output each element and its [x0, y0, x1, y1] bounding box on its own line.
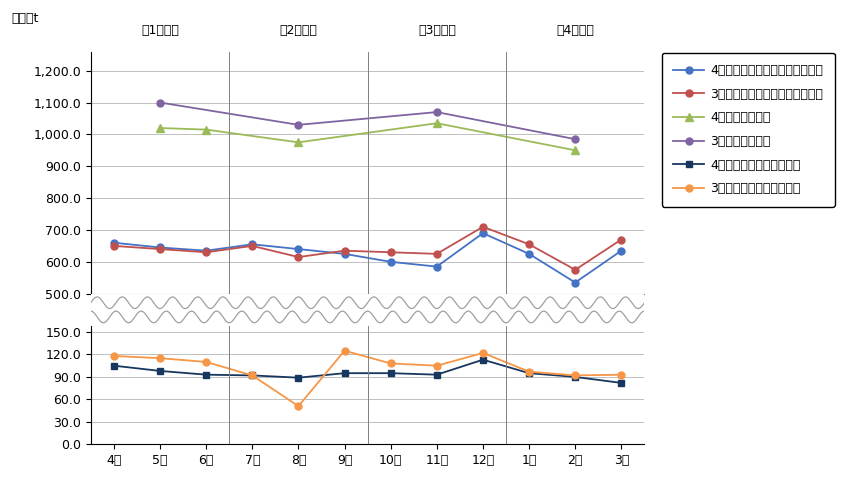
4年度　ステーション・拠点回収 — [155, 245, 165, 250]
4年度　ステーション・拠点回収 — [247, 242, 258, 247]
Line: 4年度　集団回収: 4年度 集団回収 — [156, 119, 580, 155]
4年度　集団回収 — [155, 125, 165, 131]
4年度　ステーション・拠点回収 — [339, 251, 349, 257]
3年度　ステーション・拠点回収 — [201, 249, 211, 255]
3年度　集団回収 — [432, 109, 442, 115]
3年度　ピックアップ回収 — [155, 355, 165, 361]
Line: 3年度　集団回収: 3年度 集団回収 — [157, 99, 579, 143]
3年度　集団回収 — [570, 136, 580, 142]
3年度　ピックアップ回収 — [293, 403, 304, 409]
4年度　ピックアップ回収 — [109, 363, 119, 369]
3年度　ピックアップ回収 — [386, 360, 396, 366]
4年度　ピックアップ回収 — [247, 373, 258, 379]
3年度　ピックアップ回収 — [477, 350, 488, 356]
4年度　ピックアップ回収 — [616, 380, 626, 386]
Line: 3年度　ステーション・拠点回収: 3年度 ステーション・拠点回収 — [111, 223, 625, 273]
Text: ㅔ1四半期: ㅔ1四半期 — [141, 24, 179, 37]
4年度　ピックアップ回収 — [477, 357, 488, 363]
4年度　ピックアップ回収 — [570, 374, 580, 380]
Text: ㅔ2四半期: ㅔ2四半期 — [279, 24, 317, 37]
4年度　ステーション・拠点回収 — [109, 240, 119, 246]
Line: 4年度　ピックアップ回収: 4年度 ピックアップ回収 — [111, 356, 625, 386]
3年度　集団回収 — [293, 122, 304, 128]
3年度　ステーション・拠点回収 — [432, 251, 442, 257]
Text: ㅔ3四半期: ㅔ3四半期 — [418, 24, 456, 37]
3年度　ピックアップ回収 — [339, 348, 349, 354]
4年度　ステーション・拠点回収 — [524, 251, 535, 257]
4年度　ステーション・拠点回収 — [616, 248, 626, 254]
3年度　ステーション・拠点回収 — [616, 237, 626, 243]
4年度　集団回収 — [432, 120, 442, 126]
Line: 3年度　ピックアップ回収: 3年度 ピックアップ回収 — [111, 347, 625, 409]
Line: 4年度　ステーション・拠点回収: 4年度 ステーション・拠点回収 — [111, 230, 625, 286]
4年度　ピックアップ回収 — [293, 375, 304, 381]
4年度　ピックアップ回収 — [432, 372, 442, 378]
Text: 単位：t: 単位：t — [11, 12, 39, 25]
4年度　ステーション・拠点回収 — [293, 246, 304, 252]
3年度　ピックアップ回収 — [247, 373, 258, 379]
3年度　ステーション・拠点回収 — [155, 246, 165, 252]
4年度　ステーション・拠点回収 — [477, 230, 488, 236]
4年度　集団回収 — [201, 127, 211, 133]
3年度　ピックアップ回収 — [616, 372, 626, 378]
4年度　ステーション・拠点回収 — [201, 248, 211, 254]
3年度　ステーション・拠点回収 — [109, 243, 119, 249]
3年度　ステーション・拠点回収 — [386, 249, 396, 255]
3年度　集団回収 — [155, 100, 165, 106]
4年度　ステーション・拠点回収 — [432, 264, 442, 270]
4年度　集団回収 — [293, 139, 304, 145]
4年度　ステーション・拠点回収 — [386, 259, 396, 265]
4年度　ピックアップ回収 — [155, 368, 165, 374]
3年度　ピックアップ回収 — [570, 373, 580, 379]
4年度　ピックアップ回収 — [386, 370, 396, 376]
3年度　ステーション・拠点回収 — [570, 267, 580, 273]
Legend: 4年度　ステーション・拠点回収, 3年度　ステーション・拠点回収, 4年度　集団回収, 3年度　集団回収, 4年度　ピックアップ回収, 3年度　ピックアップ回収: 4年度 ステーション・拠点回収, 3年度 ステーション・拠点回収, 4年度 集団… — [662, 53, 835, 207]
3年度　ステーション・拠点回収 — [524, 242, 535, 247]
3年度　ピックアップ回収 — [109, 353, 119, 359]
3年度　ピックアップ回収 — [432, 363, 442, 369]
Text: ㅔ4四半期: ㅔ4四半期 — [556, 24, 594, 37]
3年度　ステーション・拠点回収 — [293, 254, 304, 260]
4年度　ピックアップ回収 — [339, 370, 349, 376]
3年度　ピックアップ回収 — [201, 359, 211, 365]
4年度　ステーション・拠点回収 — [570, 279, 580, 285]
4年度　集団回収 — [570, 147, 580, 153]
4年度　ピックアップ回収 — [524, 370, 535, 376]
3年度　ピックアップ回収 — [524, 369, 535, 375]
3年度　ステーション・拠点回収 — [477, 224, 488, 230]
3年度　ステーション・拠点回収 — [339, 248, 349, 254]
4年度　ピックアップ回収 — [201, 372, 211, 378]
3年度　ステーション・拠点回収 — [247, 243, 258, 249]
